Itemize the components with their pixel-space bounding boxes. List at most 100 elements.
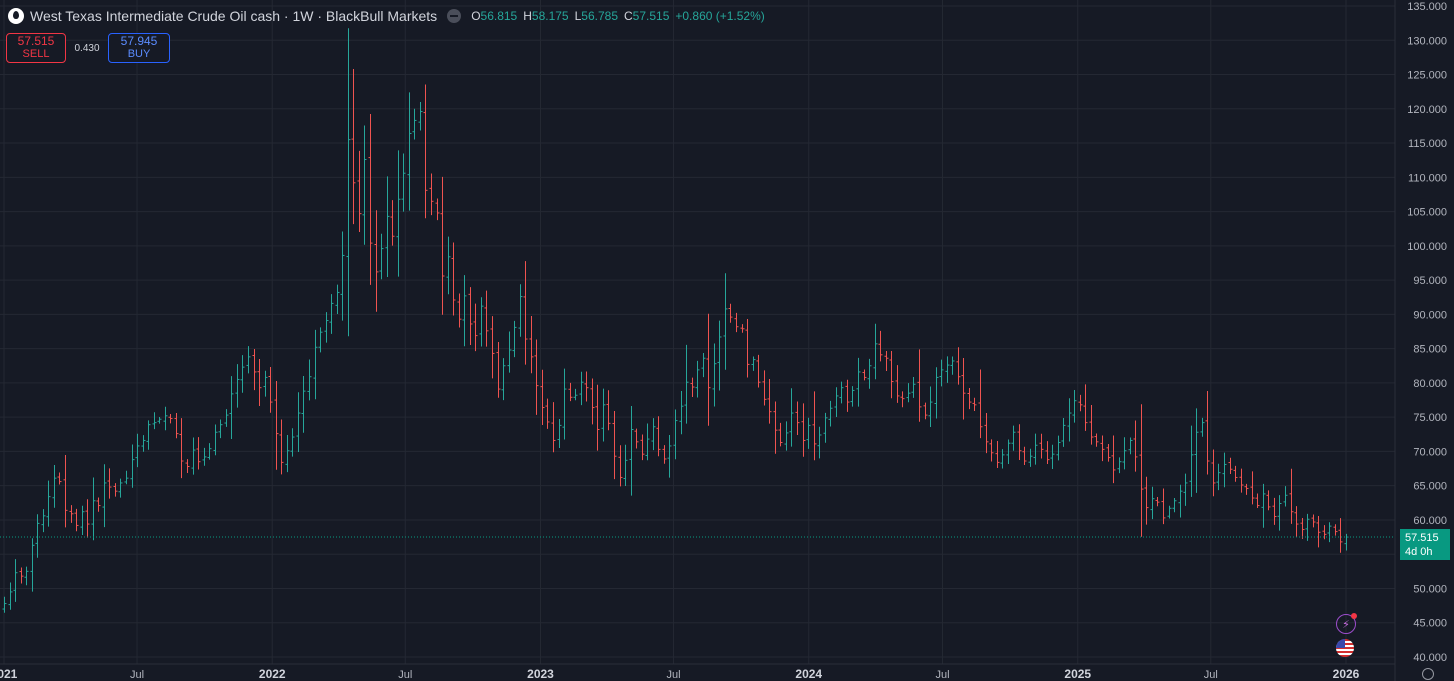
ohlc-bar <box>446 236 451 295</box>
ohlc-bar <box>1205 391 1210 475</box>
x-tick-label: Jul <box>666 669 680 681</box>
y-tick-label: 45.000 <box>1413 618 1447 630</box>
y-tick-label: 60.000 <box>1413 515 1447 527</box>
ohlc-bar <box>717 320 722 391</box>
ohlc-bar <box>24 566 29 586</box>
x-tick-label: 2026 <box>1333 667 1360 681</box>
x-tick-label: 2023 <box>527 667 554 681</box>
x-tick-label: 2024 <box>795 667 822 681</box>
ohlc-bar <box>1289 468 1294 524</box>
ohlc-bar <box>490 316 495 379</box>
ohlc-bar <box>1172 498 1177 513</box>
low-value: 56.785 <box>581 9 618 23</box>
ohlc-bar <box>1078 394 1083 412</box>
y-tick-label: 50.000 <box>1413 583 1447 595</box>
ohlc-bar <box>69 505 74 523</box>
settings-icon[interactable] <box>1422 668 1434 680</box>
ohlc-bar <box>734 312 739 333</box>
flag-icon[interactable] <box>1336 639 1354 657</box>
ohlc-bar <box>778 422 783 447</box>
ohlc-bar <box>468 287 473 346</box>
ohlc-bar <box>984 413 989 454</box>
ohlc-bar <box>662 445 667 464</box>
ohlc-bar <box>63 454 68 528</box>
ohlc-bar <box>873 323 878 380</box>
grid <box>0 0 1395 664</box>
ohlc-bar <box>268 367 273 413</box>
symbol-title[interactable]: West Texas Intermediate Crude Oil cash ·… <box>30 8 438 24</box>
ohlc-bar <box>656 416 661 457</box>
ohlc-bar <box>923 402 928 420</box>
ohlc-bar <box>285 434 290 473</box>
y-tick-label: 115.000 <box>1408 138 1447 150</box>
close-label: C <box>624 9 633 23</box>
ohlc-bar <box>584 371 589 402</box>
ohlc-bar <box>995 441 1000 468</box>
ohlc-bar <box>878 330 883 362</box>
ohlc-bar <box>80 505 85 535</box>
ohlc-bar <box>512 320 517 358</box>
ohlc-bar <box>728 303 733 323</box>
ohlc-bar <box>290 428 295 457</box>
ohlc-bar <box>1161 488 1166 525</box>
ohlc-bar <box>1111 435 1116 484</box>
ohlc-bar <box>224 409 229 427</box>
ohlc-bar <box>1106 444 1111 462</box>
ohlc-bar <box>423 84 428 219</box>
ohlc-bar <box>407 92 412 211</box>
ohlc-bar <box>1155 496 1160 507</box>
flash-icon[interactable]: ⚡ <box>1336 613 1357 634</box>
ohlc-bar <box>218 419 223 439</box>
ohlc-bar <box>357 150 362 233</box>
buy-button[interactable]: 57.945 BUY <box>108 33 170 63</box>
ohlc-bar <box>501 358 506 401</box>
ohlc-bar <box>385 176 390 278</box>
ohlc-bar <box>318 327 323 353</box>
ohlc-bar <box>1277 495 1282 531</box>
sell-button[interactable]: 57.515 SELL <box>6 33 66 63</box>
ohlc-bar <box>1089 404 1094 445</box>
ohlc-bar <box>412 108 417 140</box>
ohlc-bar <box>623 444 628 487</box>
ohlc-bar <box>252 348 257 391</box>
ohlc-bar <box>900 391 905 408</box>
ohlc-bar <box>113 483 118 497</box>
ohlc-bar <box>1250 471 1255 505</box>
ohlc-bar <box>46 480 51 527</box>
ohlc-bar <box>1239 468 1244 493</box>
ohlc-bar <box>1128 437 1133 455</box>
ohlc-bar <box>1272 497 1277 525</box>
ohlc-bar <box>1200 417 1205 437</box>
x-tick-label: 2021 <box>0 667 18 681</box>
ohlc-bar <box>1311 514 1316 528</box>
ohlc-bar <box>157 417 162 424</box>
ohlc-bar <box>601 388 606 442</box>
ohlc-bar <box>30 538 35 592</box>
ohlc-bar <box>690 377 695 397</box>
ohlc-bar <box>645 423 650 461</box>
ohlc-bar <box>1316 516 1321 548</box>
eye-icon[interactable] <box>447 9 462 23</box>
ohlc-values: O56.815 H58.175 L56.785 C57.515 +0.860 (… <box>471 9 765 23</box>
ohlc-bar <box>706 313 711 426</box>
ohlc-bar <box>329 294 334 334</box>
ohlc-bar <box>440 176 445 315</box>
change-value: +0.860 (+1.52%) <box>675 9 765 23</box>
ohlc-bar <box>751 356 756 371</box>
high-label: H <box>523 9 532 23</box>
y-tick-label: 110.000 <box>1408 172 1447 184</box>
ohlc-bar <box>573 388 578 401</box>
y-tick-label: 105.000 <box>1407 207 1447 219</box>
ohlc-bar <box>35 514 40 558</box>
ohlc-bar <box>745 319 750 378</box>
y-tick-label: 130.000 <box>1407 35 1447 47</box>
ohlc-bar <box>168 413 173 424</box>
ohlc-bar <box>1100 435 1105 462</box>
ohlc-bar <box>1283 486 1288 507</box>
ohlc-bar <box>257 359 262 406</box>
ohlc-bar <box>1194 408 1199 493</box>
ohlc-bar <box>1094 433 1099 447</box>
ohlc-bar <box>362 125 367 245</box>
last-price-value: 57.515 <box>1405 532 1439 544</box>
